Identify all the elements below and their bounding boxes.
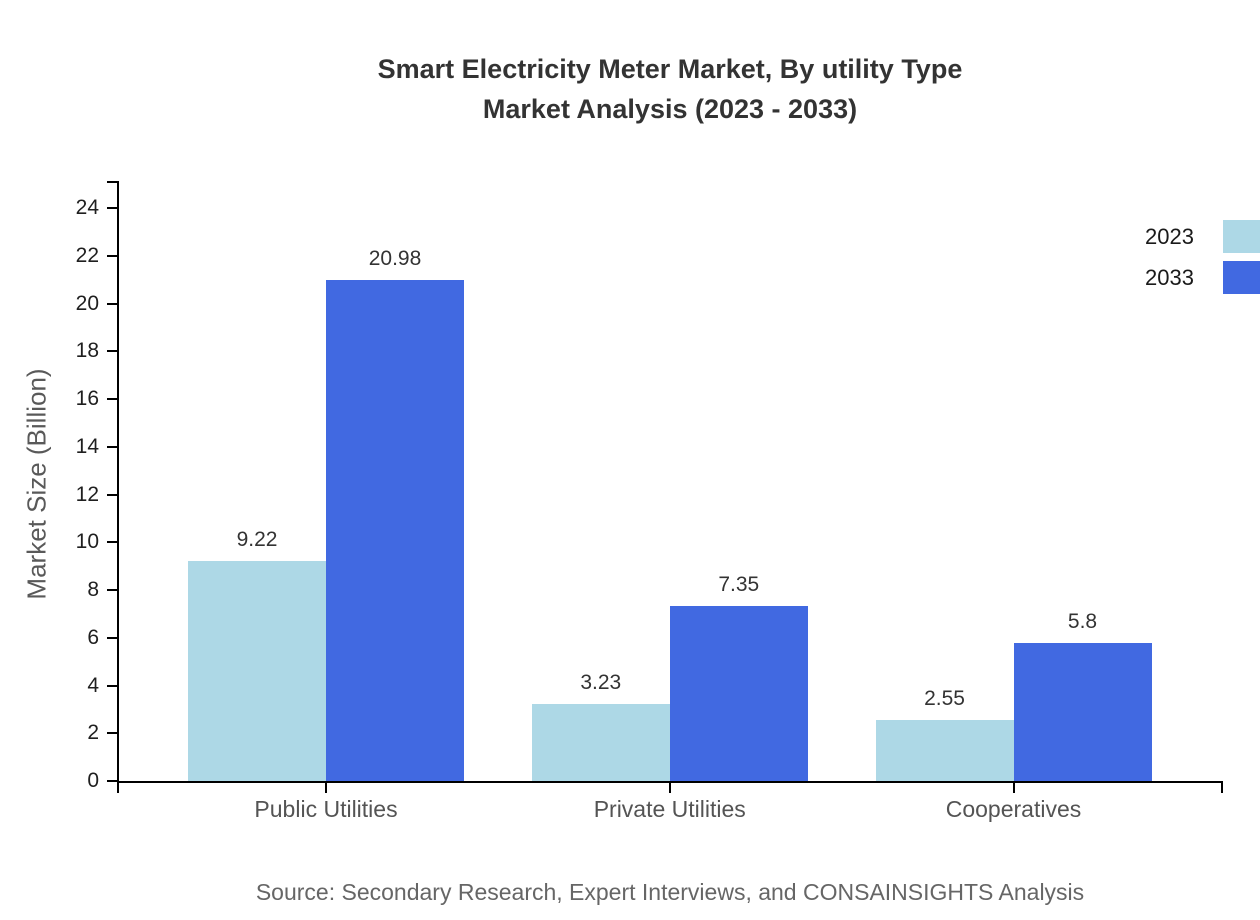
y-axis-tick — [107, 589, 117, 591]
bar-2033-private-utilities — [669, 605, 808, 781]
y-axis-tick — [107, 780, 117, 782]
category-label: Public Utilities — [254, 796, 398, 822]
y-axis-tick — [107, 398, 117, 400]
y-axis-tick-label: 22 — [75, 243, 99, 267]
category-label: Private Utilities — [593, 796, 746, 822]
y-axis-tick — [107, 207, 117, 209]
bar-value-label: 2.55 — [924, 687, 965, 711]
y-axis-tick-label: 4 — [87, 673, 99, 697]
y-axis-tick-label: 12 — [75, 482, 99, 506]
chart-title: Smart Electricity Meter Market, By utili… — [80, 49, 1260, 129]
legend-label-2023: 2023 — [1145, 223, 1194, 249]
y-axis-tick — [107, 350, 117, 353]
y-axis-tick — [107, 636, 117, 639]
y-axis-tick-label: 20 — [75, 291, 99, 315]
bar-2033-cooperatives — [1013, 642, 1152, 781]
y-axis-tick — [107, 732, 117, 735]
bar-value-label: 7.35 — [718, 572, 760, 596]
bar-value-label: 3.23 — [580, 670, 622, 694]
category-label: Cooperatives — [945, 796, 1082, 822]
x-axis-tick — [1012, 783, 1015, 793]
bar-2023-cooperatives — [875, 720, 1014, 781]
legend-item-2033: 2033 — [1145, 261, 1260, 294]
legend-label-2033: 2033 — [1145, 264, 1194, 290]
y-axis-endcap-tick — [107, 181, 117, 183]
x-axis-tick — [325, 783, 327, 793]
bar-2033-public-utilities — [326, 280, 464, 781]
legend-item-2023: 2023 — [1145, 220, 1260, 253]
y-axis-tick — [107, 493, 117, 496]
y-axis-tick-label: 0 — [87, 769, 99, 792]
bar-2023-public-utilities — [188, 560, 326, 781]
bar-value-label: 20.98 — [368, 247, 422, 271]
y-axis-tick — [107, 445, 117, 448]
y-axis-tick-label: 24 — [75, 196, 99, 219]
y-axis-line — [117, 181, 119, 783]
y-axis-tick-label: 16 — [75, 387, 99, 410]
y-axis-tick-label: 2 — [87, 721, 99, 745]
x-axis-endcap-tick — [117, 783, 119, 793]
x-axis-line — [117, 781, 1223, 783]
y-axis-tick — [107, 254, 117, 257]
bar-value-label: 9.22 — [236, 527, 278, 551]
chart-title-line1: Smart Electricity Meter Market, By utili… — [377, 54, 963, 84]
y-axis-tick-label: 18 — [75, 339, 99, 363]
legend-swatch-2033 — [1223, 261, 1260, 294]
x-axis-tick — [668, 783, 671, 793]
bar-value-label: 5.8 — [1067, 609, 1098, 633]
y-axis-tick — [107, 541, 117, 544]
legend-swatch-2023 — [1223, 220, 1260, 253]
y-axis-tick-label: 14 — [75, 434, 99, 458]
chart-title-line2: Market Analysis (2023 - 2033) — [482, 94, 858, 124]
y-axis-tick-label: 8 — [87, 578, 99, 601]
y-axis-tick — [107, 302, 117, 305]
bar-2023-private-utilities — [531, 703, 670, 781]
y-axis-tick-label: 10 — [75, 530, 99, 554]
legend: 2023 2033 — [1145, 220, 1260, 302]
source-note: Source: Secondary Research, Expert Inter… — [255, 879, 1085, 905]
y-axis-tick — [107, 684, 117, 687]
y-axis-tick-label: 6 — [87, 625, 99, 649]
x-axis-endcap-tick — [1221, 783, 1223, 793]
